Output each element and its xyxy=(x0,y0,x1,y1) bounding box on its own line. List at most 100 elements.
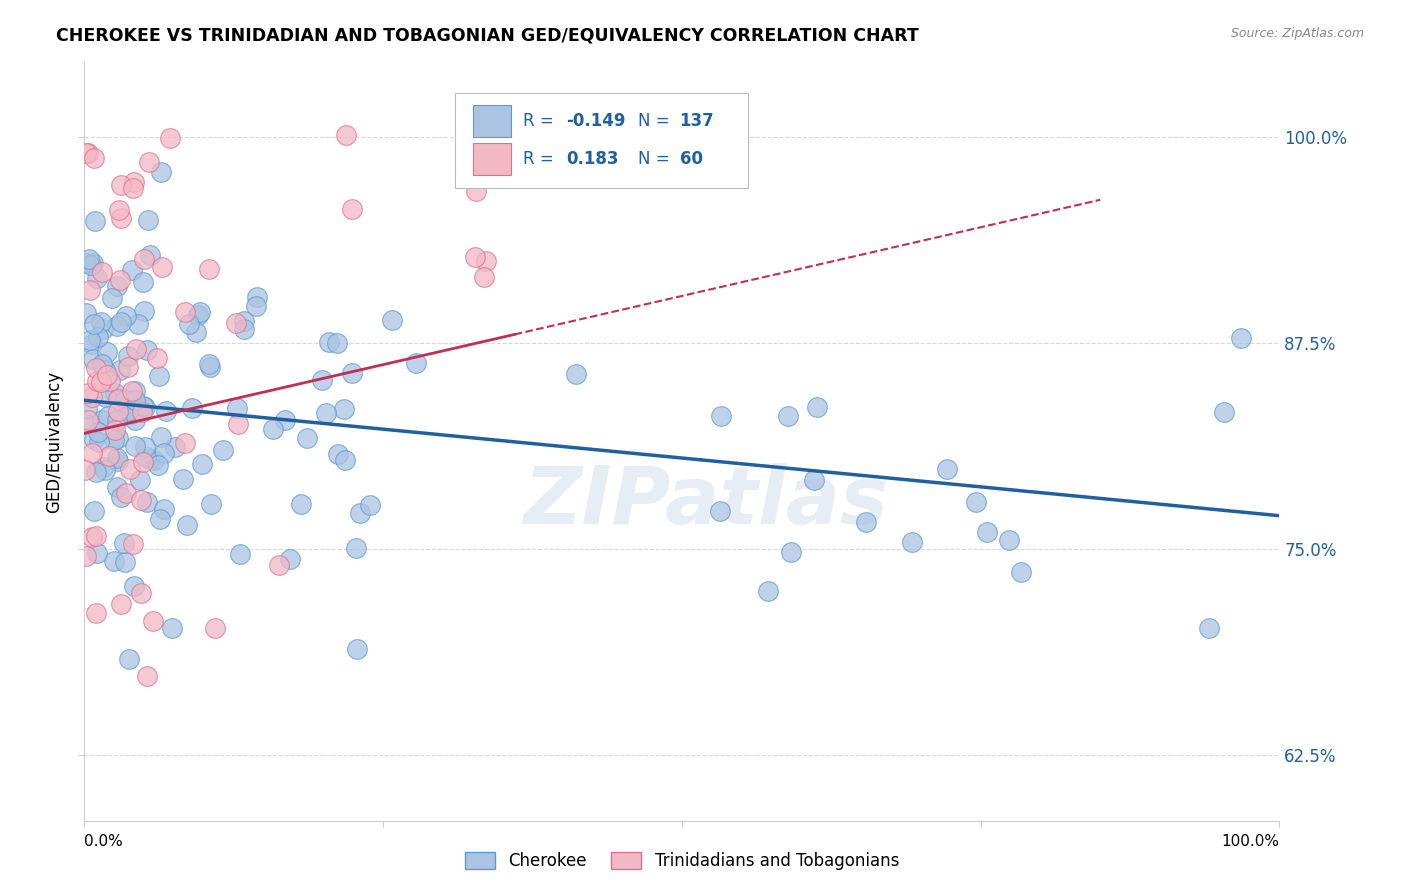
Point xyxy=(82,351,104,366)
Point xyxy=(998,533,1021,547)
Point xyxy=(79,283,101,297)
Point xyxy=(181,401,204,415)
Point xyxy=(76,401,98,415)
Text: -0.149: -0.149 xyxy=(567,112,626,130)
Point xyxy=(290,498,312,512)
Point xyxy=(1212,405,1234,419)
Point xyxy=(77,413,100,427)
Point xyxy=(105,480,128,494)
Point xyxy=(91,413,114,427)
Point xyxy=(87,434,110,449)
Point xyxy=(120,407,142,421)
Point xyxy=(146,351,169,366)
Point xyxy=(139,247,162,261)
Point xyxy=(117,359,139,374)
Point xyxy=(75,256,97,270)
Point xyxy=(186,325,208,339)
Point xyxy=(191,457,214,471)
Text: 137: 137 xyxy=(679,112,714,130)
Point xyxy=(176,518,198,533)
Point xyxy=(107,404,129,418)
Point xyxy=(152,446,174,460)
Point xyxy=(326,336,349,351)
Text: ZIPatlas: ZIPatlas xyxy=(523,463,889,541)
Point xyxy=(280,551,302,566)
Point xyxy=(132,252,155,267)
Point xyxy=(381,312,404,326)
Point xyxy=(1230,331,1253,345)
Point xyxy=(124,413,146,427)
Point xyxy=(246,290,269,304)
Point xyxy=(200,360,222,375)
Point xyxy=(326,447,349,461)
Point xyxy=(75,417,97,432)
Point xyxy=(122,175,145,189)
Point xyxy=(90,265,112,279)
Point xyxy=(82,255,104,269)
Point xyxy=(129,473,152,487)
Point xyxy=(125,342,148,356)
Point xyxy=(121,263,143,277)
Point xyxy=(315,406,337,420)
Text: 100.0%: 100.0% xyxy=(1222,834,1279,849)
Point xyxy=(472,270,495,285)
Point xyxy=(803,473,825,487)
FancyBboxPatch shape xyxy=(472,105,510,136)
Point xyxy=(465,184,488,198)
Point xyxy=(346,642,368,657)
Text: CHEROKEE VS TRINIDADIAN AND TOBAGONIAN GED/EQUIVALENCY CORRELATION CHART: CHEROKEE VS TRINIDADIAN AND TOBAGONIAN G… xyxy=(56,27,920,45)
Point xyxy=(976,525,998,540)
Point xyxy=(117,349,139,363)
Text: 0.0%: 0.0% xyxy=(84,834,124,849)
Point xyxy=(94,363,117,377)
Point xyxy=(96,345,118,359)
Legend: Cherokee, Trinidadians and Tobagonians: Cherokee, Trinidadians and Tobagonians xyxy=(458,846,905,877)
Point xyxy=(150,165,173,179)
Point xyxy=(124,439,146,453)
Point xyxy=(142,614,165,628)
FancyBboxPatch shape xyxy=(472,144,510,175)
Point xyxy=(75,305,97,319)
Point xyxy=(135,495,157,509)
Point xyxy=(475,254,498,268)
Point xyxy=(267,558,290,573)
Point xyxy=(129,586,152,600)
Point xyxy=(245,299,267,313)
Point xyxy=(90,376,112,390)
Point xyxy=(79,333,101,347)
Point xyxy=(709,504,731,518)
Point xyxy=(159,131,181,145)
Point xyxy=(150,430,173,444)
Text: N =: N = xyxy=(638,151,675,169)
Point xyxy=(94,463,117,477)
Point xyxy=(134,440,156,454)
Point xyxy=(936,462,959,476)
Point xyxy=(132,400,155,414)
Point xyxy=(565,367,588,381)
Point xyxy=(225,401,247,416)
Point xyxy=(108,202,131,217)
Point xyxy=(135,450,157,464)
Point xyxy=(124,393,146,408)
Point xyxy=(226,417,249,431)
Point xyxy=(233,314,256,328)
Point xyxy=(806,400,828,414)
Point xyxy=(105,450,128,465)
Point xyxy=(160,621,183,635)
Point xyxy=(756,583,779,598)
Point xyxy=(110,315,132,329)
Point xyxy=(340,202,363,216)
Point xyxy=(96,391,118,405)
Point xyxy=(91,459,114,474)
Point xyxy=(333,401,356,416)
Point xyxy=(105,318,128,333)
Point xyxy=(855,515,877,529)
Point xyxy=(129,492,152,507)
Point xyxy=(344,541,367,555)
Point xyxy=(87,330,110,344)
Point xyxy=(135,343,157,357)
Point xyxy=(86,546,108,560)
Point xyxy=(262,422,284,436)
Point xyxy=(91,322,114,336)
Point xyxy=(90,315,112,329)
